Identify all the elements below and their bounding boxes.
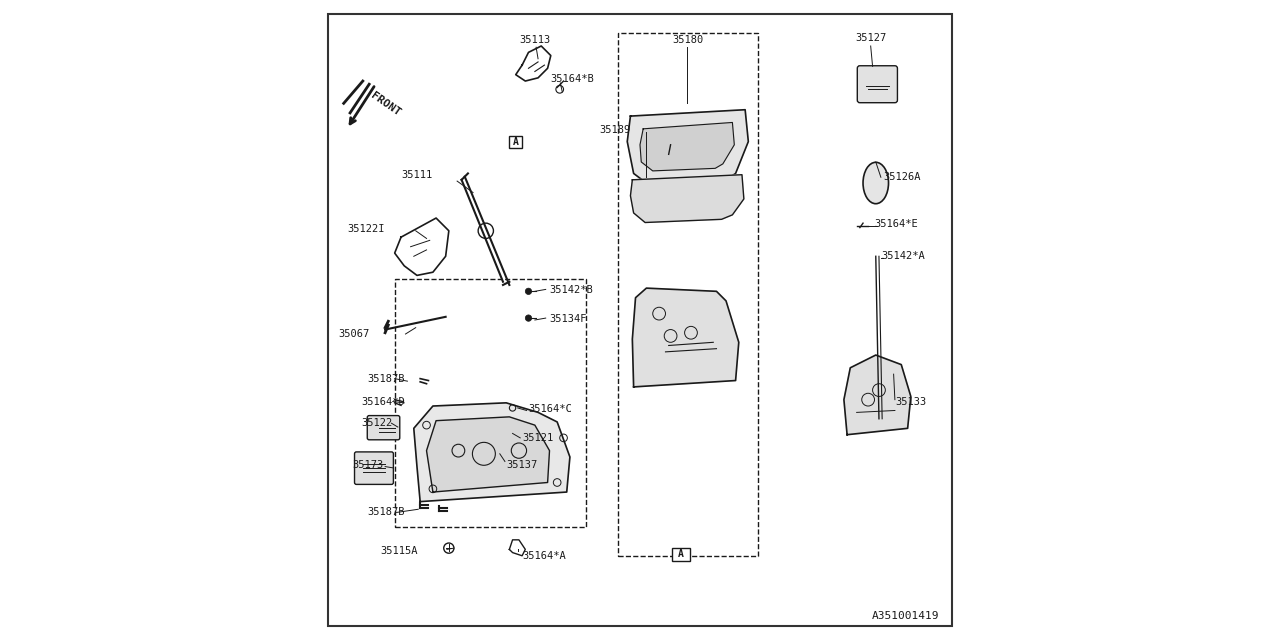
Bar	[618, 33, 758, 556]
Text: 35127: 35127	[855, 33, 886, 44]
FancyBboxPatch shape	[672, 548, 690, 561]
FancyBboxPatch shape	[858, 66, 897, 102]
Bar	[394, 278, 586, 527]
Polygon shape	[627, 109, 749, 183]
Text: 35180: 35180	[672, 35, 704, 45]
Circle shape	[525, 288, 531, 294]
Text: 35187B: 35187B	[367, 508, 404, 518]
Polygon shape	[426, 417, 549, 492]
Text: 35164*D: 35164*D	[361, 397, 404, 406]
Text: 35142*B: 35142*B	[549, 285, 593, 295]
Text: 35113: 35113	[520, 35, 550, 45]
Text: 35133: 35133	[895, 397, 927, 406]
Polygon shape	[631, 175, 744, 223]
Text: 35067: 35067	[338, 329, 369, 339]
Text: 35164*C: 35164*C	[529, 404, 572, 414]
Text: 35111: 35111	[402, 170, 433, 180]
Text: A351001419: A351001419	[872, 611, 940, 621]
Text: A: A	[513, 137, 518, 147]
Text: 35164*B: 35164*B	[550, 74, 594, 84]
Text: 35126A: 35126A	[883, 172, 920, 182]
Text: 35173: 35173	[352, 460, 383, 470]
Polygon shape	[632, 288, 739, 387]
FancyBboxPatch shape	[509, 136, 522, 148]
Text: FRONT: FRONT	[369, 90, 403, 118]
Polygon shape	[413, 403, 570, 502]
Text: 35121: 35121	[522, 433, 553, 443]
Text: 35164*E: 35164*E	[874, 220, 918, 229]
Text: 35187B: 35187B	[367, 374, 404, 383]
Text: A: A	[678, 550, 684, 559]
Text: 35122: 35122	[361, 418, 392, 428]
FancyBboxPatch shape	[355, 452, 393, 484]
Text: 35164*A: 35164*A	[522, 551, 566, 561]
Text: 35142*A: 35142*A	[881, 252, 924, 261]
Circle shape	[525, 315, 531, 321]
Text: 35137: 35137	[506, 460, 538, 470]
FancyBboxPatch shape	[367, 415, 399, 440]
Text: 35122I: 35122I	[348, 224, 385, 234]
Text: 35134F: 35134F	[549, 314, 588, 324]
Text: 35189: 35189	[599, 125, 631, 135]
Polygon shape	[844, 355, 911, 435]
Text: 35115A: 35115A	[380, 547, 419, 556]
Polygon shape	[640, 122, 735, 171]
Ellipse shape	[863, 163, 888, 204]
